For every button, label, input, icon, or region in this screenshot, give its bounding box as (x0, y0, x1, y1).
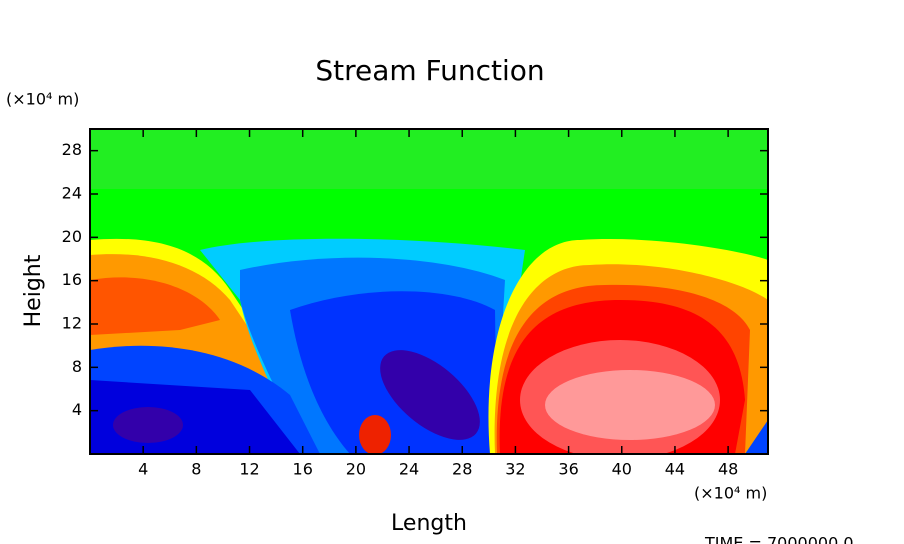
y-tick-label: 24 (62, 184, 82, 203)
contour-region (90, 129, 768, 189)
x-tick-label: 28 (452, 460, 472, 479)
x-tick-label: 4 (138, 460, 148, 479)
x-tick-label: 20 (346, 460, 366, 479)
contour-region (380, 350, 480, 440)
contour-region (90, 277, 220, 335)
time-annotation: TIME = 7000000.0 (704, 534, 854, 544)
y-unit: (×10⁴ m) (6, 90, 79, 109)
y-tick-label: 4 (72, 400, 82, 419)
x-tick-label: 16 (293, 460, 313, 479)
contour-region (359, 415, 391, 454)
plot-frame (89, 128, 769, 455)
contour-region (745, 420, 768, 454)
y-axis-label: Height (21, 254, 46, 327)
contour-field (90, 129, 768, 454)
x-unit: (×10⁴ m) (694, 484, 767, 503)
x-axis-label: Length (391, 511, 467, 536)
y-tick-label: 28 (62, 140, 82, 159)
y-tick-label: 16 (62, 270, 82, 289)
contour-region (113, 407, 183, 443)
contour-region (545, 370, 715, 440)
x-tick-label: 32 (505, 460, 525, 479)
y-tick-label: 8 (72, 357, 82, 376)
x-tick-label: 8 (191, 460, 201, 479)
y-tick-label: 12 (62, 314, 82, 333)
x-tick-label: 12 (239, 460, 259, 479)
x-tick-label: 40 (612, 460, 632, 479)
x-tick-label: 44 (665, 460, 685, 479)
x-tick-label: 48 (718, 460, 738, 479)
x-tick-label: 24 (399, 460, 419, 479)
x-tick-label: 36 (558, 460, 578, 479)
chart-title: Stream Function (315, 54, 544, 87)
y-tick-label: 20 (62, 227, 82, 246)
